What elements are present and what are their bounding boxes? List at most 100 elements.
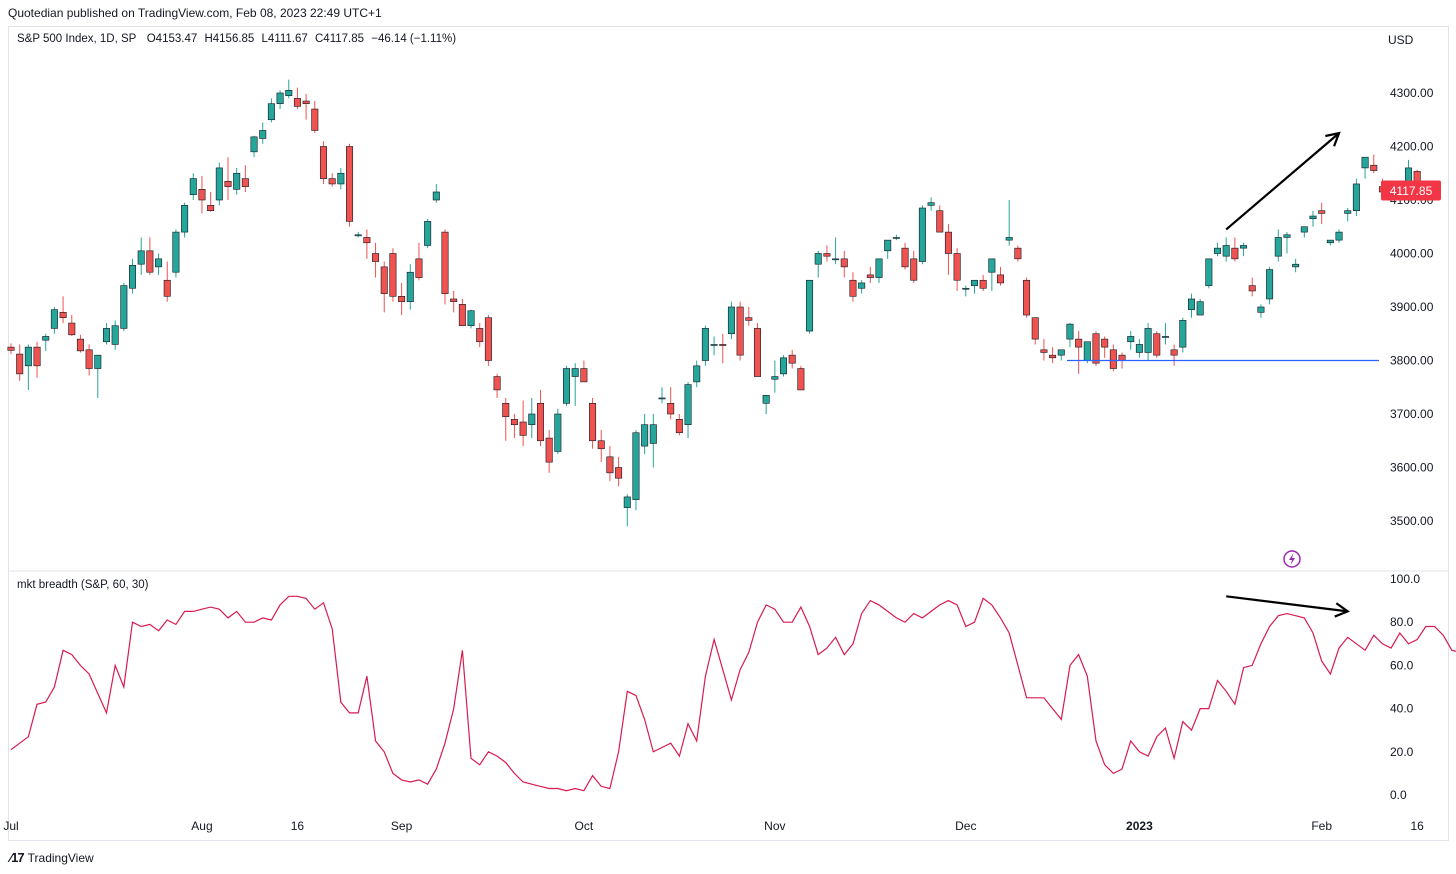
candle-body (1231, 247, 1239, 260)
candle (1057, 349, 1065, 361)
candle-body (1248, 285, 1256, 292)
candle-body (797, 368, 805, 391)
candle (1205, 258, 1213, 289)
candle (571, 363, 579, 406)
price-tick-label: 3800.00 (1390, 354, 1434, 368)
candle-body (840, 258, 848, 268)
candle (519, 400, 527, 447)
candle (1049, 347, 1057, 364)
candle-body (649, 424, 657, 444)
candle (858, 280, 866, 294)
candle (1179, 317, 1187, 353)
flash-icon-bolt (1289, 553, 1295, 565)
breadth-tick-label: 0.0 (1390, 788, 1407, 802)
candle (875, 258, 883, 283)
candle (884, 239, 892, 259)
candle (502, 397, 510, 441)
candle-body (701, 328, 709, 361)
candle-body (753, 328, 761, 377)
candle-body (415, 258, 423, 278)
candle (1266, 266, 1274, 305)
candle (997, 266, 1005, 286)
candle (155, 253, 163, 275)
candle-body (745, 317, 753, 321)
price-badge-label: 4117.85 (1390, 184, 1433, 198)
candle-body (849, 279, 857, 297)
symbol-legend: S&P 500 Index, 1D, SP O4153.47 H4156.85 … (17, 33, 460, 45)
candle (146, 237, 154, 275)
currency-label: USD (1388, 33, 1414, 47)
candle-body (102, 328, 110, 343)
candle-body (1187, 298, 1195, 310)
candle-body (7, 346, 15, 351)
candle (753, 323, 761, 377)
candle-body (1040, 349, 1048, 353)
candle-body (207, 205, 215, 212)
candle-body (1283, 234, 1291, 238)
breadth-tick-label: 80.0 (1390, 615, 1414, 629)
candle (328, 173, 336, 187)
candle-body (979, 279, 987, 289)
candle-body (806, 279, 814, 332)
candle-body (493, 376, 501, 391)
candle (1214, 242, 1222, 257)
indicator-legend[interactable]: mkt breadth (S&P, 60, 30) (17, 579, 149, 591)
candle (163, 261, 171, 302)
price-tick-label: 3700.00 (1390, 407, 1434, 421)
candle (181, 202, 189, 238)
price-arrow[interactable] (1225, 131, 1341, 231)
candle-body (571, 368, 579, 377)
candle-body (311, 108, 319, 131)
price-tick-label: 3900.00 (1390, 300, 1434, 314)
candle-body (406, 271, 414, 302)
candle-body (380, 266, 388, 294)
candle (589, 397, 597, 449)
candle (120, 282, 128, 332)
candle (1023, 277, 1031, 318)
candle-body (1049, 354, 1057, 359)
candle-body (1109, 349, 1117, 369)
candle-body (120, 285, 128, 329)
candle-body (780, 357, 788, 375)
candle-body (771, 376, 779, 380)
candle-body (1118, 354, 1126, 361)
candle (641, 414, 649, 455)
time-tick-label: Jul (3, 819, 18, 833)
candle (823, 245, 831, 262)
candle (94, 354, 102, 398)
candle (432, 183, 440, 203)
candle (510, 414, 518, 439)
candle-body (68, 322, 76, 336)
candle (1127, 331, 1135, 350)
candle (68, 315, 76, 336)
low-value: L4111.67 (261, 33, 308, 45)
candle-body (484, 317, 492, 361)
candle-body (1057, 349, 1065, 356)
candle-body (441, 231, 449, 294)
candle (797, 365, 805, 391)
time-tick-label: Oct (575, 819, 594, 833)
candle-body (1179, 320, 1187, 348)
candle-body (910, 258, 918, 281)
candle-body (424, 221, 432, 246)
candle-body (858, 282, 866, 289)
candle-body (354, 234, 362, 237)
candle-body (1257, 306, 1265, 313)
footer-brand[interactable]: ⁄17 TradingView (10, 850, 94, 865)
candle-body (1083, 341, 1091, 361)
breadth-arrow-shaft (1226, 595, 1348, 613)
flash-icon[interactable] (1283, 550, 1301, 568)
candle-body (476, 328, 484, 343)
candle (1300, 226, 1308, 238)
candle-body (137, 250, 145, 265)
candle-body (1092, 333, 1100, 364)
candle-body (684, 384, 692, 426)
breadth-arrow[interactable] (1226, 595, 1350, 618)
candle (1040, 339, 1048, 361)
candle (901, 242, 909, 270)
candle-body (1300, 226, 1308, 233)
candle (1309, 210, 1317, 227)
change-value: −46.14 (−1.11%) (371, 33, 457, 45)
candle (493, 373, 501, 398)
